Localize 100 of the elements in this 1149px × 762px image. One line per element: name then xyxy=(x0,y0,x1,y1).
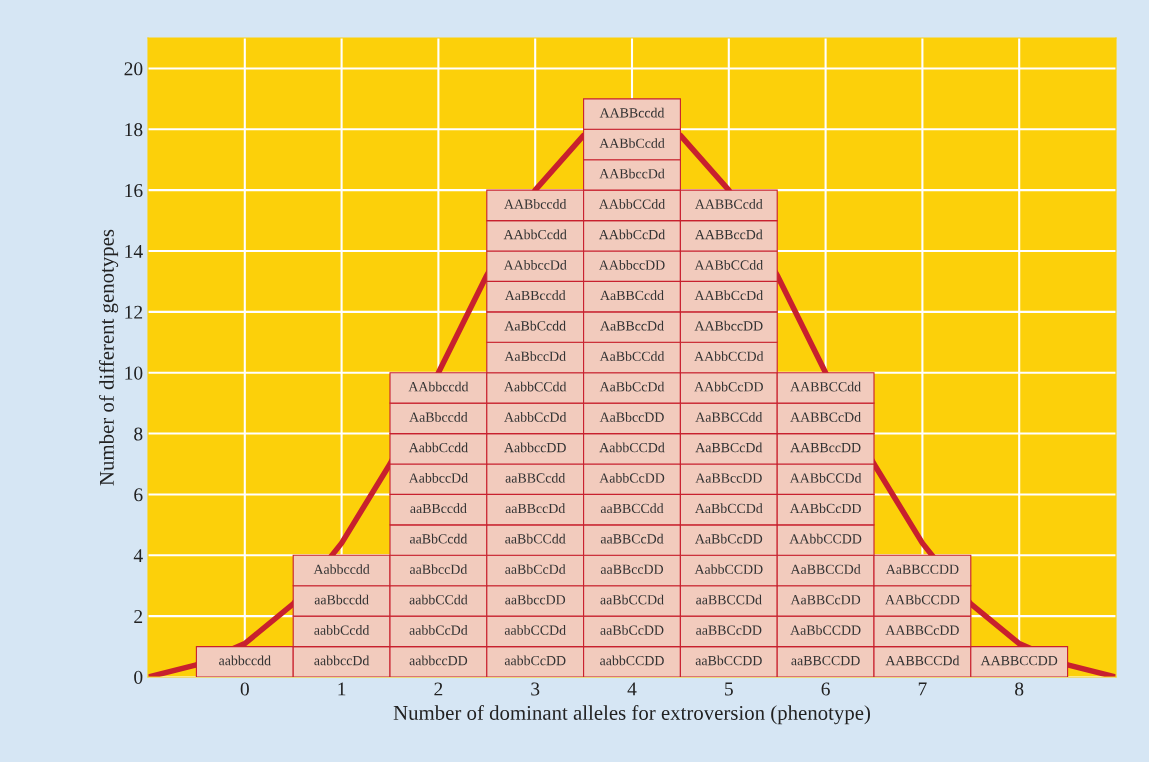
data-label: aaBbCCdd xyxy=(505,533,566,544)
x-tick-label: 2 xyxy=(434,682,443,696)
x-tick-label: 4 xyxy=(627,682,637,696)
x-tick-label: 6 xyxy=(821,682,830,696)
data-label: AaBBCcDd xyxy=(695,442,763,453)
data-label: AAbbccDD xyxy=(598,259,665,270)
data-label: aabbccDD xyxy=(409,655,468,666)
data-label: AabbCCdd xyxy=(504,381,567,392)
data-label: AABBCCDd xyxy=(885,655,960,666)
data-label: aaBbCCDD xyxy=(695,655,762,666)
data-label: AABBCCdd xyxy=(790,381,861,392)
data-label: AABbCcDD xyxy=(789,503,861,514)
data-label: aaBbCCDd xyxy=(600,594,664,605)
data-label: aabbCCdd xyxy=(409,594,468,605)
y-tick-label: 6 xyxy=(134,488,143,502)
data-label: aaBbccdd xyxy=(314,594,369,605)
data-label: aaBBCcDd xyxy=(600,533,664,544)
data-label: aaBbCcDd xyxy=(505,564,566,574)
data-label: aaBBCcDD xyxy=(696,625,762,635)
x-tick-label: 3 xyxy=(531,682,540,696)
y-tick-label: 2 xyxy=(134,610,143,623)
y-tick-label: 10 xyxy=(125,366,143,380)
data-label: AAbbCCDd xyxy=(694,351,764,361)
data-label: aaBBCCDD xyxy=(791,655,860,666)
data-label: AaBBccdd xyxy=(504,290,566,301)
data-label: AAbbccDd xyxy=(503,259,567,270)
data-label: AaBBCCdd xyxy=(695,412,763,422)
data-label: aabbccdd xyxy=(219,655,271,666)
data-label: aabbccDd xyxy=(314,655,370,666)
y-tick-label: 16 xyxy=(125,184,143,198)
data-label: aaBBccDd xyxy=(505,503,566,514)
data-label: AAbbCCdd xyxy=(598,199,666,209)
data-label: AabbCCDd xyxy=(599,442,665,453)
data-label: AABbccdd xyxy=(504,199,567,209)
data-label: AabbCcDd xyxy=(504,412,567,422)
x-axis-title: Number of dominant alleles for extroversion (phenotype) xyxy=(393,705,871,725)
data-label: AaBbCCdd xyxy=(599,351,665,361)
y-tick-label: 14 xyxy=(125,244,143,258)
data-label: AABbCCDd xyxy=(789,472,862,483)
data-label: AaBbccDD xyxy=(599,412,664,422)
y-axis-title: Number of different genotypes xyxy=(98,229,119,486)
data-label: AaBBCcDD xyxy=(790,595,861,605)
x-tick-label: 7 xyxy=(918,682,927,696)
data-label: aaBbccDD xyxy=(505,594,566,605)
data-label: AaBbCcDd xyxy=(599,381,665,392)
data-label: aaBBccdd xyxy=(410,503,467,514)
data-label: AabbCcdd xyxy=(408,442,468,453)
data-label: AaBbccDd xyxy=(504,351,566,361)
data-label: AABbccDD xyxy=(694,320,763,331)
y-tick-label: 18 xyxy=(125,123,143,137)
data-label: AaBbCcDD xyxy=(694,533,763,544)
data-label: AAbbCCDD xyxy=(789,533,862,544)
data-label: aaBBccDD xyxy=(600,564,664,574)
data-label: aabbCCDd xyxy=(504,625,566,635)
data-label: AAbbCcdd xyxy=(503,229,567,240)
data-label: AABBCcDD xyxy=(885,625,959,635)
x-tick-label: 0 xyxy=(240,682,249,696)
data-label: aaBBCCDd xyxy=(696,594,762,605)
data-label: aabbCCDD xyxy=(600,655,664,666)
data-label: AabbCCDD xyxy=(694,564,763,574)
data-label: AabbccDd xyxy=(408,472,468,483)
data-label: AABbCcdd xyxy=(599,138,665,148)
y-tick-label: 12 xyxy=(125,305,143,319)
data-label: AABBccDD xyxy=(790,442,861,453)
data-label: AABBccdd xyxy=(599,107,665,118)
data-label: AABbCCdd xyxy=(694,259,763,270)
data-label: AaBBCcdd xyxy=(600,290,664,301)
data-label: AaBBccDD xyxy=(695,473,762,483)
data-label: aaBbccDd xyxy=(409,564,468,574)
data-label: AaBbCcdd xyxy=(504,320,566,331)
data-label: aabbCcDD xyxy=(504,655,566,666)
data-label: AAbbCcDd xyxy=(598,229,666,240)
data-label: AABBCcdd xyxy=(694,199,763,209)
x-tick-label: 5 xyxy=(725,682,733,696)
data-label: AABbccDd xyxy=(599,168,665,179)
data-label: AABbCCDD xyxy=(885,594,960,605)
data-label: AABBCCDD xyxy=(980,655,1058,666)
data-label: AaBBCCDd xyxy=(790,564,861,574)
data-label: aabbCcDd xyxy=(409,625,468,635)
data-label: aaBbCcdd xyxy=(409,533,468,544)
data-label: AABbCcDd xyxy=(694,290,763,301)
y-tick-label: 0 xyxy=(134,670,143,684)
y-tick-label: 20 xyxy=(124,62,143,76)
data-label: AaBbCCDd xyxy=(694,503,763,514)
data-label: AabbccDD xyxy=(504,442,566,453)
data-label: AaBbccdd xyxy=(409,412,468,422)
data-label: aabbCcdd xyxy=(314,625,370,635)
data-label: AaBBccDd xyxy=(600,320,664,331)
data-label: aaBBCcdd xyxy=(505,472,566,483)
x-tick-label: 8 xyxy=(1015,682,1024,696)
y-tick-label: 4 xyxy=(133,549,143,563)
data-label: aaBBCCdd xyxy=(600,503,664,514)
data-label: aaBbCcDD xyxy=(600,625,664,635)
y-tick-label: 8 xyxy=(134,427,143,441)
x-tick-label: 1 xyxy=(338,682,346,696)
data-label: AAbbccdd xyxy=(408,381,469,392)
data-label: AaBbCCDD xyxy=(790,625,861,635)
data-label: AAbbCcDD xyxy=(694,381,763,392)
data-label: AABBCcDd xyxy=(790,412,861,422)
data-label: AabbCcDD xyxy=(599,472,665,483)
